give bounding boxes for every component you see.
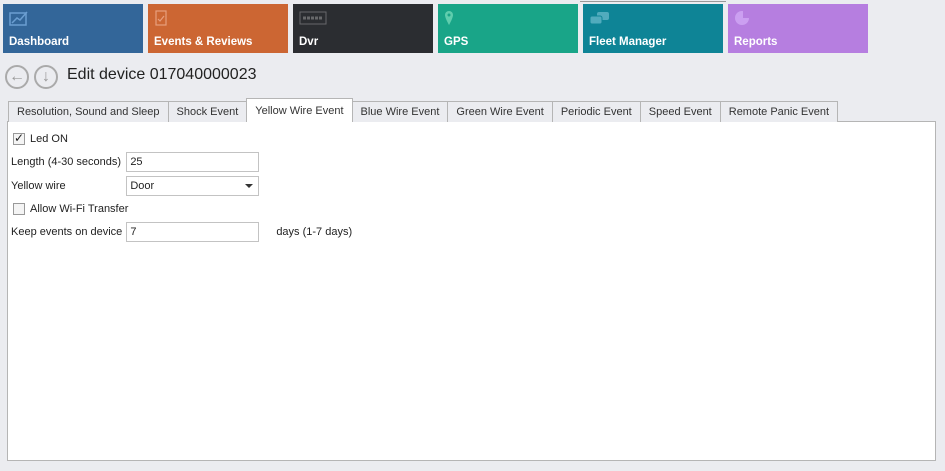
next-button[interactable]: ↓: [34, 65, 58, 89]
tile-label: Dvr: [299, 36, 319, 48]
tile-dashboard[interactable]: Dashboard: [3, 4, 143, 53]
tab-yellow-wire-event[interactable]: Yellow Wire Event: [246, 98, 353, 122]
tile-label: Events & Reviews: [154, 36, 253, 48]
allow-wifi-row: Allow Wi-Fi Transfer: [11, 200, 352, 218]
checkmark-icon: ✓: [14, 131, 25, 145]
keep-events-input[interactable]: 7: [126, 222, 260, 242]
tab-periodic-event[interactable]: Periodic Event: [551, 101, 640, 122]
chevron-down-icon: [245, 184, 254, 188]
arrow-down-icon: ↓: [42, 68, 50, 85]
clipboard-check-icon: [155, 10, 167, 26]
back-button[interactable]: ←: [5, 65, 29, 89]
cars-icon: [589, 12, 609, 25]
map-pin-icon: [445, 11, 453, 25]
tile-label: Fleet Manager: [589, 36, 667, 48]
length-label: Length (4-30 seconds): [11, 156, 122, 168]
keep-events-label: Keep events on device: [11, 226, 123, 238]
tile-label: GPS: [444, 36, 469, 48]
yellow-wire-value: Door: [130, 180, 155, 192]
yellow-wire-select[interactable]: Door: [126, 176, 260, 196]
tab-speed-event[interactable]: Speed Event: [639, 101, 720, 122]
yellow-wire-label: Yellow wire: [11, 180, 66, 192]
led-on-checkbox[interactable]: ✓: [13, 131, 25, 145]
chart-trend-icon: [9, 11, 28, 26]
tab-remote-panic-event[interactable]: Remote Panic Event: [719, 101, 839, 122]
tile-fleet-manager[interactable]: Fleet Manager: [583, 4, 723, 53]
tile-label: Reports: [734, 36, 778, 48]
allow-wifi-checkbox[interactable]: [13, 203, 25, 215]
page-title: Edit device 017040000023: [67, 66, 257, 83]
tile-gps[interactable]: GPS: [438, 4, 578, 53]
pie-chart-icon: [735, 11, 750, 25]
led-on-label: Led ON: [30, 133, 68, 145]
tile-label: Dashboard: [9, 36, 70, 48]
tile-events-reviews[interactable]: Events & Reviews: [148, 4, 288, 53]
tile-dvr[interactable]: Dvr: [293, 4, 433, 53]
allow-wifi-label: Allow Wi-Fi Transfer: [30, 203, 129, 215]
tile-reports[interactable]: Reports: [728, 4, 868, 53]
dvr-icon: [299, 11, 327, 25]
arrow-left-icon: ←: [9, 68, 25, 85]
tab-resolution-sound-sleep[interactable]: Resolution, Sound and Sleep: [8, 101, 168, 122]
keep-events-suffix: days (1-7 days): [276, 226, 353, 238]
fleet-manager-indicator: [580, 1, 726, 2]
tab-bar: Resolution, Sound and Sleep Shock Event …: [8, 98, 839, 122]
yellow-wire-form: ✓ Led ON Length (4-30 seconds) 25 Yellow…: [11, 130, 352, 242]
led-on-row: ✓ Led ON: [11, 130, 352, 148]
tab-green-wire-event[interactable]: Green Wire Event: [447, 101, 552, 122]
tab-shock-event[interactable]: Shock Event: [167, 101, 247, 122]
tab-blue-wire-event[interactable]: Blue Wire Event: [352, 101, 448, 122]
length-input[interactable]: 25: [126, 152, 260, 172]
